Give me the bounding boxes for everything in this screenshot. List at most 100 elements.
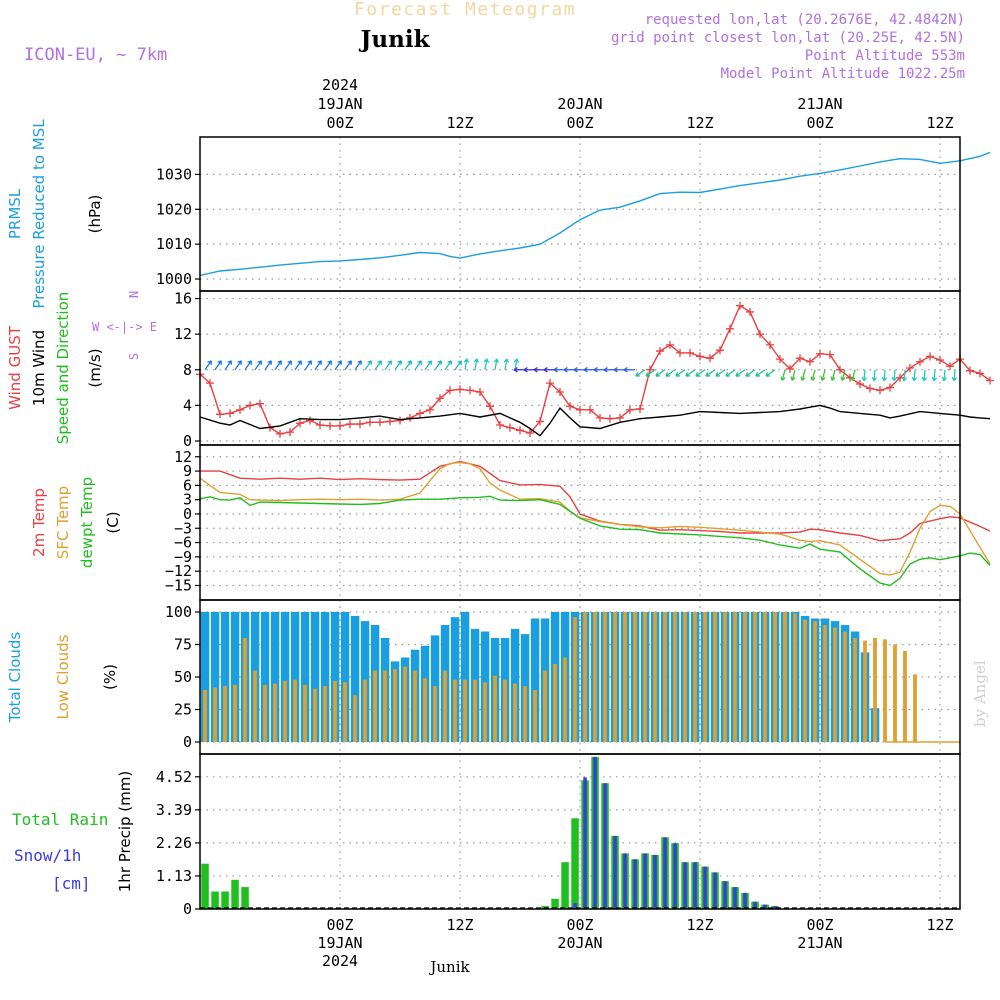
wind-arrow-head bbox=[623, 367, 628, 373]
wind-arrow bbox=[284, 360, 292, 371]
clouds-bar-low-clouds bbox=[613, 612, 617, 742]
clouds-bar-low-clouds bbox=[553, 664, 557, 742]
wind-arrow-head bbox=[941, 376, 948, 382]
gust-marker bbox=[856, 380, 864, 389]
wind-arrow-head bbox=[790, 376, 796, 381]
wind-arrow bbox=[244, 360, 252, 371]
gust-marker bbox=[686, 348, 694, 357]
wind-arrow bbox=[204, 360, 212, 371]
wind-arrow-head bbox=[861, 376, 868, 382]
gust-marker bbox=[726, 324, 734, 333]
panel-legend-label: Total Clouds bbox=[6, 632, 24, 724]
gust-marker bbox=[706, 354, 714, 363]
wind-arrow bbox=[374, 360, 382, 371]
wind-arrow-head bbox=[397, 360, 402, 365]
precipitation-bar-total-rain bbox=[231, 879, 239, 909]
gust-marker bbox=[606, 414, 614, 423]
wind-arrow-head bbox=[337, 360, 342, 365]
gust-marker bbox=[246, 401, 254, 410]
wind-arrow bbox=[801, 369, 806, 381]
clouds-bar-low-clouds bbox=[363, 679, 367, 742]
wind-arrow-head bbox=[427, 360, 432, 365]
wind-arrow-head bbox=[911, 376, 918, 382]
clouds-bar-low-clouds bbox=[623, 612, 627, 742]
top-time-label: 12Z bbox=[446, 114, 473, 132]
gust-marker bbox=[786, 364, 794, 373]
wind-arrow-head bbox=[603, 367, 608, 373]
clouds-bar-low-clouds bbox=[573, 617, 577, 742]
clouds-bar-low-clouds bbox=[793, 613, 797, 742]
wind-arrow bbox=[635, 369, 646, 377]
precipitation-bar-snow-1h bbox=[753, 901, 757, 909]
bottom-time-label: 00Z bbox=[806, 916, 833, 934]
wind-arrow bbox=[464, 358, 468, 370]
clouds-bar-low-clouds bbox=[913, 674, 917, 742]
gust-marker bbox=[476, 388, 484, 397]
clouds-bar-low-clouds bbox=[323, 686, 327, 742]
clouds-bar-low-clouds bbox=[203, 690, 207, 742]
gust-marker bbox=[356, 420, 364, 429]
y-tick-label: 2.26 bbox=[156, 834, 192, 852]
wind-arrow-head bbox=[367, 360, 372, 365]
precipitation-bar-snow-1h bbox=[623, 853, 627, 909]
y-tick-label: 0 bbox=[183, 432, 192, 450]
clouds-bar-low-clouds bbox=[213, 687, 217, 742]
bottom-time-label: 12Z bbox=[926, 916, 953, 934]
gust-marker bbox=[966, 366, 974, 375]
wind-arrow bbox=[354, 360, 362, 371]
clouds-bar-low-clouds bbox=[373, 670, 377, 742]
y-tick-label: 8 bbox=[183, 361, 192, 379]
bottom-time-label: 00Z bbox=[566, 916, 593, 934]
clouds-bar-total-clouds bbox=[530, 618, 540, 742]
bottom-time-label: 12Z bbox=[446, 916, 473, 934]
clouds-bar-low-clouds bbox=[523, 686, 527, 742]
clouds-bar-low-clouds bbox=[583, 612, 587, 742]
compass-north: N bbox=[127, 291, 141, 298]
clouds-bar-low-clouds bbox=[393, 669, 397, 742]
wind-arrow-head bbox=[931, 376, 938, 382]
gust-marker bbox=[746, 307, 754, 316]
wind-arrow bbox=[224, 360, 232, 371]
precipitation-bar-snow-1h bbox=[573, 903, 577, 909]
wind-arrow bbox=[394, 360, 402, 371]
gust-marker bbox=[596, 413, 604, 422]
panel-legend-label: PRMSL bbox=[6, 188, 24, 239]
wind-arrow bbox=[943, 369, 946, 381]
clouds-bar-low-clouds bbox=[313, 688, 317, 742]
y-tick-label: 100 bbox=[165, 603, 192, 621]
precipitation-bar-total-rain bbox=[221, 891, 229, 909]
wind-arrow-head bbox=[513, 367, 518, 373]
wind-arrow-head bbox=[493, 358, 500, 363]
wind-arrow-head bbox=[765, 372, 771, 377]
wind-arrow-head bbox=[810, 376, 816, 381]
clouds-bar-total-clouds bbox=[460, 612, 470, 742]
gust-marker bbox=[716, 346, 724, 355]
clouds-bar-low-clouds bbox=[713, 612, 717, 742]
wind-arrow bbox=[695, 369, 706, 377]
gust-marker bbox=[576, 405, 584, 414]
wind-arrow-head bbox=[901, 376, 908, 382]
precipitation-bar-total-rain bbox=[241, 887, 249, 909]
clouds-bar-total-clouds bbox=[300, 612, 310, 742]
wind-arrow bbox=[893, 369, 896, 381]
panel-legend-label: Speed and Direction bbox=[54, 292, 72, 445]
clouds-bar-low-clouds bbox=[703, 612, 707, 742]
wind-arrow-head bbox=[573, 367, 578, 373]
gust-marker bbox=[816, 349, 824, 358]
precipitation-bar-snow-1h bbox=[673, 843, 677, 909]
wind-arrow-head bbox=[645, 372, 651, 377]
gust-marker bbox=[316, 420, 324, 429]
precipitation-bar-snow-1h bbox=[693, 862, 697, 909]
clouds-bar-low-clouds bbox=[633, 612, 637, 742]
wind-arrow-head bbox=[850, 376, 856, 381]
y-axis-label: (m/s) bbox=[86, 348, 104, 387]
clouds-bar-low-clouds bbox=[433, 686, 437, 742]
top-time-label: 00Z bbox=[326, 114, 353, 132]
top-time-label: 12Z bbox=[926, 114, 953, 132]
gust-marker bbox=[616, 413, 624, 422]
gust-marker bbox=[386, 417, 394, 426]
gust-marker bbox=[936, 355, 944, 364]
precipitation-panel: 0 1.13 2.26 3.39 4.52 Total Rain Snow/1h [cm] 1h… bbox=[12, 753, 961, 918]
wind-arrow-head bbox=[820, 376, 826, 381]
wind-arrow-head bbox=[593, 367, 598, 373]
